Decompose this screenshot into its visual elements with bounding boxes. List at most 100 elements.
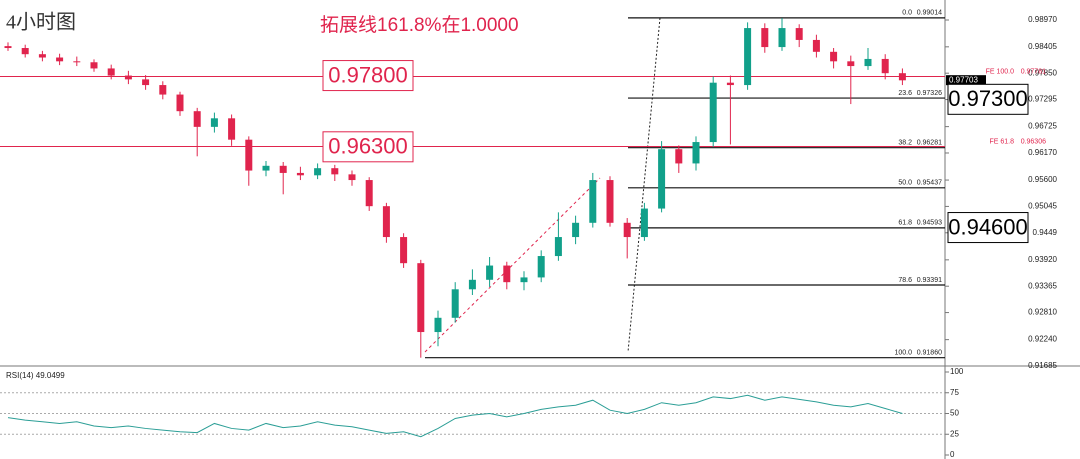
annotation-text: 0.94600 <box>948 214 1028 239</box>
candle-body <box>572 222 580 238</box>
fib-ratio: 100.0 <box>894 350 912 357</box>
candle-body <box>589 180 597 223</box>
candle-body <box>692 142 700 164</box>
rsi-line <box>7 394 903 438</box>
fib-price: 0.91860 <box>917 350 942 357</box>
annotation-text: 0.96300 <box>328 134 408 159</box>
fib-ratio: 50.0 <box>898 180 912 187</box>
candle-body <box>795 28 803 40</box>
candle-body <box>744 28 752 86</box>
candle-body <box>382 206 390 238</box>
candle-body <box>262 165 270 171</box>
annotation-box <box>947 83 1029 115</box>
rsi-tick-label: 50 <box>950 409 959 418</box>
candle-body <box>314 168 322 176</box>
candle-body <box>898 73 906 81</box>
y-tick-label: 0.91685 <box>1028 361 1057 370</box>
candle-body <box>486 265 494 280</box>
candle-body <box>279 165 287 173</box>
candle-body <box>245 139 253 171</box>
annotation-text: 0.97300 <box>948 86 1028 111</box>
candle-body <box>124 75 132 80</box>
candle-body <box>90 62 98 69</box>
y-tick-label: 0.93365 <box>1028 281 1057 290</box>
candle-body <box>142 79 150 86</box>
fib-price: 0.95437 <box>917 180 942 187</box>
candle-body <box>331 168 339 175</box>
rsi-tick-label: 75 <box>950 388 959 397</box>
candle-body <box>400 237 408 264</box>
annotation-box <box>322 131 414 163</box>
y-tick-label: 0.96725 <box>1028 122 1057 131</box>
fe-price: 0.97781 <box>1021 68 1046 75</box>
fib-ratio: 23.6 <box>898 90 912 97</box>
rsi-tick-label: 100 <box>950 367 964 376</box>
candle-body <box>176 94 184 112</box>
fe-label: FE 61.8 <box>989 138 1014 145</box>
fe-label: FE 100.0 <box>986 68 1015 75</box>
fib-ratio: 38.2 <box>898 140 912 147</box>
candle-body <box>468 279 476 290</box>
y-tick-label: 0.9449 <box>1033 228 1058 237</box>
candle-body <box>228 118 236 140</box>
chart-title: 4小时图 <box>6 11 76 34</box>
fib-price: 0.99014 <box>917 10 942 17</box>
fib-price: 0.94593 <box>917 220 942 227</box>
y-tick-label: 0.93920 <box>1028 255 1057 264</box>
candle-body <box>520 277 528 283</box>
candle-body <box>537 256 545 278</box>
candle-body <box>812 39 820 52</box>
trend-line <box>424 177 601 353</box>
fib-price: 0.93391 <box>917 277 942 284</box>
candle-body <box>159 85 167 95</box>
candle-body <box>210 118 218 127</box>
y-tick-label: 0.95045 <box>1028 202 1057 211</box>
candle-body <box>38 54 46 58</box>
candle-body <box>451 289 459 318</box>
y-tick-label: 0.98405 <box>1028 42 1057 51</box>
candle-body <box>348 174 356 181</box>
candle-body <box>434 317 442 333</box>
candle-body <box>56 57 64 62</box>
fe-price: 0.96306 <box>1021 138 1046 145</box>
candle-body <box>417 263 425 333</box>
y-tick-label: 0.92810 <box>1028 308 1057 317</box>
y-tick-label: 0.96170 <box>1028 148 1057 157</box>
chart-subtitle: 拓展线161.8%在1.0000 <box>320 14 519 36</box>
candle-body <box>4 46 12 49</box>
candle-body <box>830 51 838 62</box>
y-tick-label: 0.97850 <box>1028 68 1057 77</box>
candle-body <box>296 172 304 176</box>
y-tick-label: 0.97295 <box>1028 95 1057 104</box>
candle-body <box>726 82 734 86</box>
fib-price: 0.96281 <box>917 140 942 147</box>
annotation-text: 0.97800 <box>328 62 408 87</box>
fib-ratio: 0.0 <box>902 10 912 17</box>
candle-body <box>365 180 373 207</box>
candle-body <box>21 48 29 55</box>
candle-body <box>640 208 648 238</box>
candle-body <box>881 58 889 74</box>
current-price-label: 0.97703 <box>949 75 978 84</box>
candle-body <box>554 237 562 257</box>
fib-price: 0.97326 <box>917 90 942 97</box>
candle-body <box>709 82 717 143</box>
rsi-tick-label: 25 <box>950 429 959 438</box>
fib-ratio: 61.8 <box>898 220 912 227</box>
annotation-box <box>947 212 1029 244</box>
rsi-tick-label: 0 <box>950 450 955 459</box>
candle-body <box>658 149 666 209</box>
candle-body <box>761 28 769 48</box>
fib-ratio: 78.6 <box>898 277 912 284</box>
candle-body <box>778 28 786 48</box>
candle-body <box>864 58 872 67</box>
y-tick-label: 0.95600 <box>1028 175 1057 184</box>
y-tick-label: 0.92240 <box>1028 335 1057 344</box>
candle-body <box>847 61 855 67</box>
rsi-label: RSI(14) 49.0499 <box>6 371 65 380</box>
candle-body <box>623 222 631 238</box>
current-price-box <box>946 75 986 86</box>
candle-body <box>73 61 81 63</box>
